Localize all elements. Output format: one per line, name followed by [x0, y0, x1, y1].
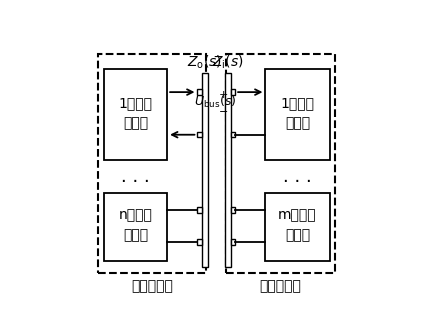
Text: $Z_{\mathrm{i}}(s)$: $Z_{\mathrm{i}}(s)$ [212, 53, 243, 71]
Text: 变换器: 变换器 [285, 229, 310, 243]
Bar [225, 73, 231, 267]
Text: 电源子系统: 电源子系统 [131, 280, 173, 294]
Bar [231, 207, 235, 213]
Text: 变换器: 变换器 [123, 117, 148, 130]
Text: n号电源: n号电源 [119, 209, 153, 222]
Bar [265, 193, 330, 261]
Bar [226, 54, 335, 273]
Bar [197, 89, 202, 95]
Bar [197, 239, 202, 245]
Bar [231, 89, 235, 95]
Text: 负载子系统: 负载子系统 [260, 280, 301, 294]
Text: $Z_{\mathrm{o}}(s)$: $Z_{\mathrm{o}}(s)$ [187, 53, 222, 71]
Text: 1号负载: 1号负载 [281, 96, 314, 111]
Bar [231, 239, 235, 245]
Bar [202, 73, 208, 267]
Text: · · ·: · · · [283, 173, 312, 191]
Bar [231, 132, 235, 137]
Text: $U_{\mathrm{bus}}(s)$: $U_{\mathrm{bus}}(s)$ [194, 94, 236, 110]
Text: m号负载: m号负载 [278, 209, 317, 222]
Bar [104, 193, 167, 261]
Bar [197, 132, 202, 137]
Bar [104, 69, 167, 160]
Text: 1号电源: 1号电源 [119, 96, 153, 111]
Bar [98, 54, 206, 273]
Text: 变换器: 变换器 [123, 229, 148, 243]
Text: $-$: $-$ [217, 105, 227, 115]
Text: 变换器: 变换器 [285, 117, 310, 130]
Bar [265, 69, 330, 160]
Bar [197, 207, 202, 213]
Text: · · ·: · · · [121, 173, 149, 191]
Text: $+$: $+$ [217, 89, 228, 100]
